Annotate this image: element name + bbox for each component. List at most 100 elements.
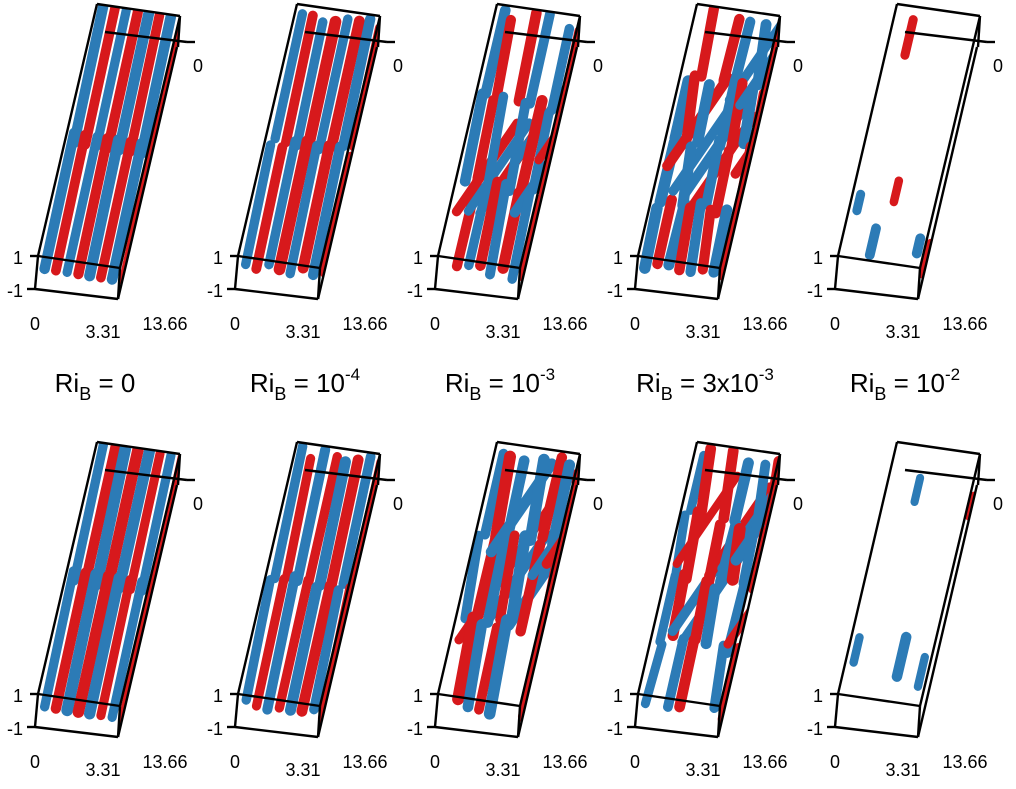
vortex-streak [307, 141, 346, 281]
vortex-streak [314, 456, 351, 591]
panel-r2-c4: 1 -1 0 3.31 13.66 0 [607, 440, 803, 780]
box-edge [634, 725, 719, 739]
z-tick-label-end: 13.66 [942, 752, 987, 772]
y-tick-label-top: 1 [613, 686, 623, 706]
vortex-blob [864, 223, 881, 260]
vortex-blob [900, 15, 918, 60]
ri-label-2: RiB = 10-4 [250, 365, 360, 404]
z-tick-label-end: 13.66 [342, 314, 387, 334]
vortex-streak [72, 570, 115, 718]
box-edge [433, 255, 440, 290]
vortex-streak [39, 566, 79, 712]
isosurface-blobs [241, 442, 380, 725]
x-tick-label-origin: 0 [830, 314, 840, 334]
box-edge [116, 46, 179, 300]
vortex-streak [304, 451, 342, 587]
vortex-blob [852, 189, 866, 216]
box-edge [237, 692, 321, 708]
vortex-streak [274, 575, 313, 713]
box-edge [318, 15, 382, 269]
box-edge [434, 287, 519, 301]
vortex-streak [273, 135, 314, 276]
vortex-streak [326, 15, 365, 153]
box-edge [696, 2, 781, 18]
vortex-streak [681, 70, 701, 145]
box-edge [916, 484, 979, 738]
vortex-streak [292, 17, 328, 151]
vortex-streak [546, 23, 575, 115]
z-tick-label-end: 13.66 [742, 752, 787, 772]
box-edge [896, 440, 981, 456]
vortex-streak [718, 445, 739, 524]
z-tick-label-end: 13.66 [142, 314, 187, 334]
ri-label-3: RiB = 10-3 [445, 365, 555, 404]
z-tick-label-top: 0 [593, 56, 603, 76]
box-edge [836, 3, 899, 257]
vortex-streak [452, 611, 480, 706]
box-edge [834, 725, 919, 739]
box-edge [633, 693, 640, 728]
box-edge [37, 254, 121, 270]
x-tick-label-origin: 0 [830, 752, 840, 772]
vortex-streak [669, 75, 695, 145]
isosurface-blobs [240, 9, 380, 281]
vortex-streak [240, 140, 276, 270]
vortex-streak [251, 574, 289, 711]
vortex-streak [474, 622, 502, 715]
vortex-streak [460, 530, 484, 624]
box-edge [33, 693, 40, 728]
panel-r1-c2: 1 -1 0 3.31 13.66 0 [207, 2, 403, 342]
vortex-streak [507, 188, 535, 284]
box-edge [318, 453, 382, 707]
vortex-streak [689, 575, 713, 645]
vortex-streak [302, 15, 342, 150]
box-edge [234, 725, 319, 739]
box-edge [118, 453, 182, 707]
box-edge [104, 30, 188, 44]
vortex-streak [282, 453, 316, 582]
vortex-blob [889, 176, 904, 207]
vortex-streak [284, 581, 323, 716]
z-tick-label-end: 13.66 [542, 752, 587, 772]
vortex-streak [515, 94, 548, 196]
z-tick-label-end: 13.66 [542, 314, 587, 334]
x-tick-label-mid: 3.31 [85, 322, 120, 342]
vortex-streak [462, 618, 488, 713]
box-edge [233, 693, 240, 728]
box-edge [704, 468, 788, 482]
vortex-streak [61, 568, 102, 717]
vortex-streak [701, 135, 725, 210]
z-tick-label-top: 0 [393, 494, 403, 514]
vortex-streak [39, 127, 80, 275]
x-tick-label-mid: 3.31 [685, 760, 720, 780]
box-edge [96, 440, 181, 456]
vortex-streak [451, 172, 483, 272]
vortex-streak [686, 450, 709, 515]
box-edge [33, 255, 40, 290]
vortex-streak [729, 16, 756, 90]
z-tick-label-end: 13.66 [942, 314, 987, 334]
x-tick-label-origin: 0 [230, 752, 240, 772]
box-edge [434, 725, 519, 739]
box-edge [636, 3, 699, 257]
box-edge [716, 484, 779, 738]
box-edge [237, 254, 321, 270]
vortex-blob [891, 631, 912, 682]
vortex-streak [751, 459, 771, 533]
box-edge [436, 3, 499, 257]
x-tick-label-origin: 0 [430, 752, 440, 772]
vortex-streak [640, 639, 667, 709]
box-edge [37, 692, 121, 708]
vortex-streak [251, 142, 288, 274]
box-edge [516, 46, 579, 300]
y-tick-label-top: 1 [13, 686, 23, 706]
box-edge [904, 468, 988, 482]
vortex-streak [241, 575, 276, 705]
box-edge [304, 468, 388, 482]
vortex-streak [652, 194, 677, 270]
box-edge [904, 30, 988, 44]
vortex-streak [107, 576, 147, 722]
box-edge [233, 255, 240, 290]
y-tick-label-top: 1 [13, 248, 23, 268]
box-edge [316, 484, 379, 738]
